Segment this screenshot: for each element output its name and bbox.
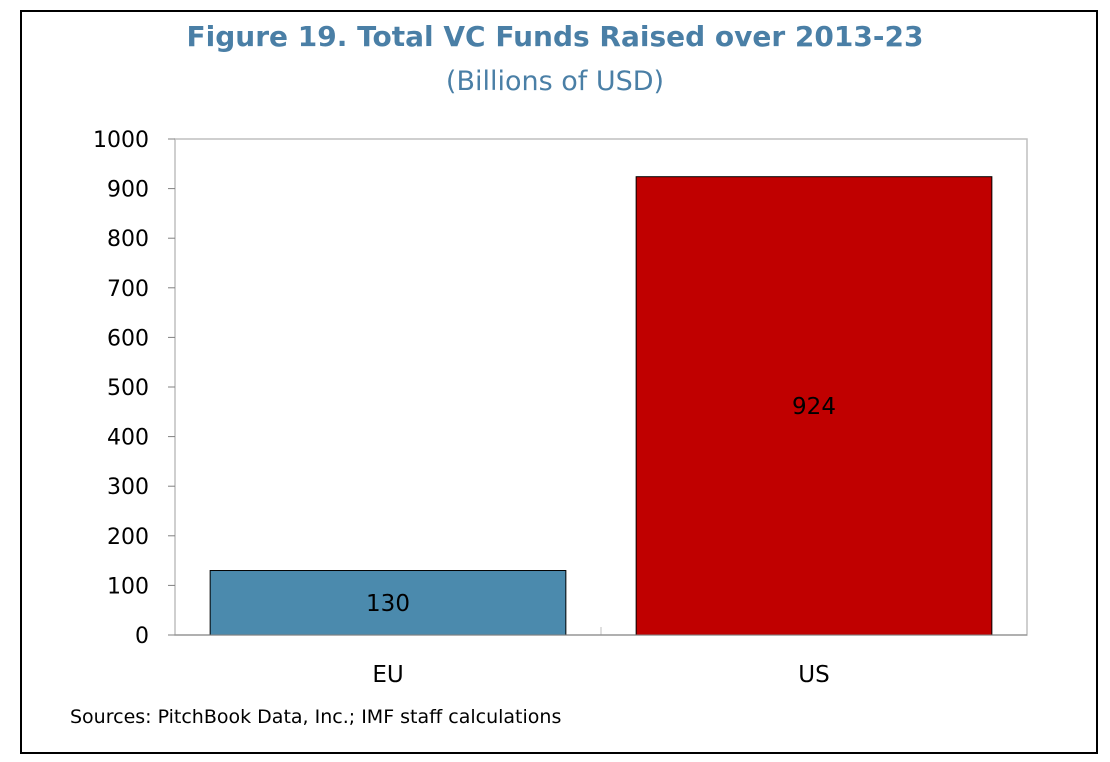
y-tick-label: 100 xyxy=(107,574,149,599)
chart-title: Figure 19. Total VC Funds Raised over 20… xyxy=(186,20,924,53)
y-tick-label: 800 xyxy=(107,227,149,252)
bars: 130 924 xyxy=(175,176,1027,636)
bar-eu xyxy=(209,570,567,636)
y-axis: 0 100 200 300 400 500 600 700 800 900 1000 xyxy=(93,128,175,649)
data-label-eu: 130 xyxy=(366,591,410,617)
y-tick-label: 700 xyxy=(107,277,149,302)
chart-subtitle: (Billions of USD) xyxy=(445,66,665,97)
x-category-label: US xyxy=(798,662,829,688)
y-tick-label: 200 xyxy=(107,525,149,550)
y-tick-label: 300 xyxy=(107,475,149,500)
x-axis: EU US xyxy=(372,627,830,688)
y-tick-label: 500 xyxy=(107,376,149,401)
x-category-label: EU xyxy=(372,662,403,688)
y-tick-label: 0 xyxy=(135,624,149,649)
y-tick-label: 900 xyxy=(107,178,149,203)
y-tick-label: 1000 xyxy=(93,128,149,153)
data-label-us: 924 xyxy=(792,394,836,420)
bar-us xyxy=(635,176,993,636)
source-note: Sources: PitchBook Data, Inc.; IMF staff… xyxy=(70,706,562,728)
y-tick-label: 400 xyxy=(107,426,149,451)
y-tick-label: 600 xyxy=(107,326,149,351)
